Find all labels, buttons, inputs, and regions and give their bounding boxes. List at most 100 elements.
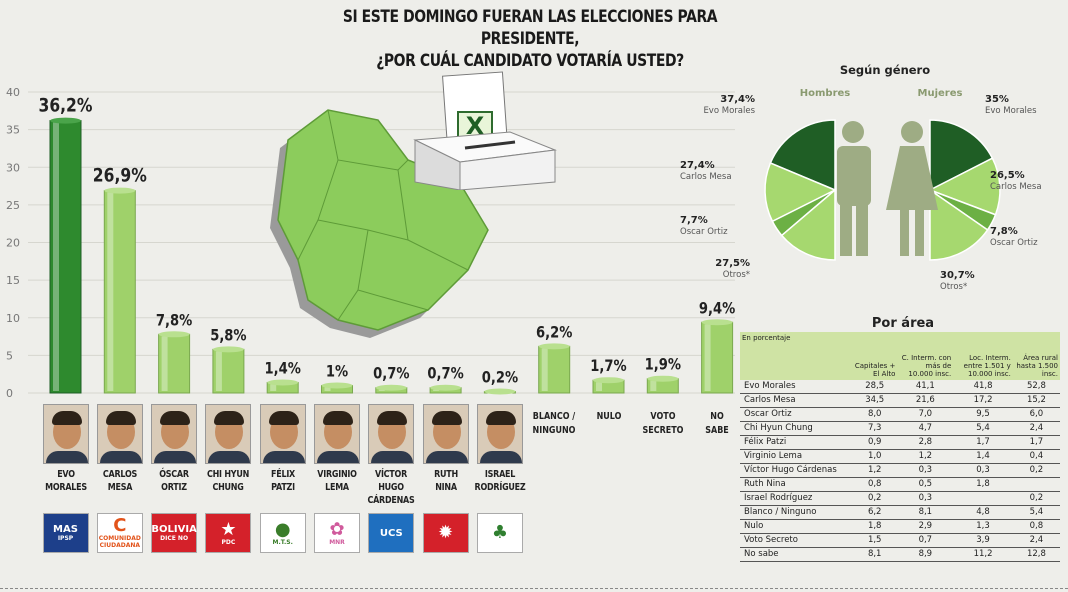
bar-data-label: 7,8% [156, 311, 193, 330]
candidate-name-line: CÁRDENAS [367, 495, 415, 506]
bar-highlight [161, 336, 168, 391]
donut-women: 35%Evo Morales 26,5%Carlos Mesa 7,8%Oscar … [918, 88, 1042, 292]
table-row: Nulo 1,8 2,9 1,3 0,8 [740, 519, 1060, 535]
table-cell: 8,0 [852, 407, 898, 423]
bar-data-label: 1,7% [590, 357, 627, 376]
table-cell: 4,7 [897, 421, 954, 437]
title-line-2: ¿POR CUÁL CANDIDATO VOTARÍA USTED? [376, 51, 684, 71]
bar-top [104, 187, 136, 194]
candidate-photo [151, 404, 198, 464]
ballot-box-illustration: X [413, 71, 557, 190]
party-logo: C COMUNIDAD CIUDADANA [96, 513, 143, 553]
bar-data-label: 5,8% [210, 326, 247, 345]
table-cell: 9,5 [953, 407, 1013, 423]
candidate-name-line: NINA [434, 482, 457, 493]
table-cell: 7,3 [852, 421, 898, 437]
y-tick-label: 25 [6, 199, 20, 212]
candidate-name-line: VÍCTOR HUGO [375, 469, 408, 493]
table-row: Evo Morales 28,5 41,1 41,8 52,8 [740, 380, 1060, 395]
table-cell: 0,2 [1012, 491, 1060, 507]
candidate-photo [314, 404, 360, 464]
bar [103, 190, 136, 394]
table-cell: 7,0 [897, 407, 954, 423]
footer-rule [0, 588, 1068, 590]
party-logo-text: MAS [53, 524, 78, 535]
party-logo: ★ PDC [205, 513, 252, 553]
candidate-name: VÍCTOR HUGO CÁRDENAS [365, 468, 418, 507]
bar-top [647, 375, 679, 382]
table-cell: 6,2 [852, 505, 898, 521]
candidate-name: CARLOS MESA [93, 468, 146, 494]
bar-data-label: 26,9% [93, 165, 147, 187]
slice-value-label: 7,7% [680, 215, 708, 226]
bar-data-label: 1,9% [645, 355, 682, 374]
candidate-name-line: VIRGINIO [317, 469, 357, 480]
bar-highlight [53, 122, 59, 391]
candidate-photo [205, 404, 252, 464]
candidate-name: ISRAEL RODRÍGUEZ [473, 468, 526, 494]
party-logo-text: ★ [220, 518, 237, 540]
table-cell: 8,1 [852, 547, 898, 563]
bar-highlight [596, 382, 602, 391]
bar-data-label: 6,2% [536, 323, 573, 342]
party-logo: UCS [368, 513, 415, 553]
option-label-line: SABE [705, 425, 729, 436]
party-logo: BOLIVIA DICE NO [151, 513, 198, 553]
slice-value-label: 27,4% [680, 160, 715, 171]
bar-data-label: 0,2% [482, 368, 519, 387]
slice-value-label: 37,4% [720, 94, 755, 105]
table-column-header: Loc. Interm. entre 1.501 y 10.000 insc. [953, 332, 1013, 380]
table-cell: 1,5 [852, 533, 898, 549]
table-cell: 2,9 [897, 519, 954, 535]
slice-value-label: 35% [985, 94, 1009, 105]
y-tick-label: 30 [6, 161, 20, 174]
bar-group: 0,2% [482, 368, 519, 395]
table-cell: Blanco / Ninguno [740, 505, 852, 521]
donut-slice [764, 162, 837, 223]
table-cell: 1,4 [953, 449, 1013, 465]
table-cell: Israel Rodríguez [740, 491, 852, 507]
bar-group: 9,4% [699, 299, 736, 394]
slice-value-label: 26,5% [990, 170, 1025, 181]
candidate-name-line: LEMA [325, 482, 349, 493]
party-logo: ✹ [422, 513, 469, 553]
candidate-photo [476, 404, 523, 464]
bar-highlight [541, 348, 548, 391]
slice-name-label: Carlos Mesa [680, 172, 732, 182]
area-table: En porcentaje Capitales + El Alto C. Inter… [740, 332, 1060, 563]
candidate-name-line: EVO [56, 469, 75, 480]
y-tick-label: 5 [6, 349, 13, 362]
candidate-name: CHI HYUN CHUNG [202, 468, 255, 494]
bar [701, 321, 734, 394]
table-cell: No sabe [740, 547, 852, 563]
table-cell: 1,3 [953, 519, 1013, 535]
slice-name-label: Evo Morales [985, 106, 1037, 116]
area-table-title: Por área [871, 316, 935, 331]
candidate-name: EVO MORALES [39, 468, 92, 494]
table-cell: 1,0 [852, 449, 898, 465]
bar [158, 333, 191, 394]
table-cell: 28,5 [852, 380, 898, 395]
option-label-line: VOTO [650, 411, 676, 422]
candidate-name-line: MORALES [44, 482, 87, 493]
candidate-name-line: RUTH [433, 469, 458, 480]
candidate-name-line: CHI HYUN [207, 469, 250, 480]
bar-group: 0,7% [373, 365, 410, 394]
table-cell: 0,7 [897, 533, 954, 549]
bar-data-label: 1,4% [265, 359, 302, 378]
party-logo-text: DICE NO [160, 535, 189, 542]
option-label: NO SABE [691, 410, 744, 438]
bar [538, 345, 571, 394]
donut-slice [929, 188, 989, 261]
table-cell: 0,2 [1012, 463, 1060, 479]
party-logo-text: MNR [329, 538, 345, 546]
candidate-name-line: RODRÍGUEZ [474, 482, 526, 493]
bar-highlight [650, 380, 657, 391]
bar-top [267, 379, 299, 386]
table-cell [953, 491, 1013, 507]
table-cell: 52,8 [1012, 380, 1060, 395]
bar-highlight [433, 389, 440, 391]
candidate-photo [368, 404, 415, 464]
bar-group: 1% [321, 362, 353, 394]
candidate-photo [96, 404, 143, 464]
